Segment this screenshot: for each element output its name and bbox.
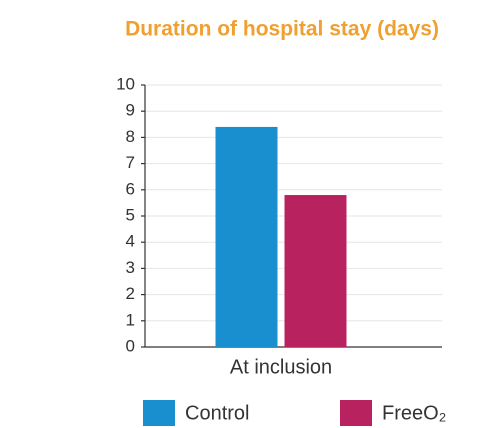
y-tick-label: 2 (126, 284, 135, 303)
y-tick-label: 3 (126, 258, 135, 277)
y-tick-label: 6 (126, 179, 135, 198)
legend-swatch (143, 400, 175, 426)
legend-swatch (340, 400, 372, 426)
y-tick-label: 8 (126, 127, 135, 146)
y-tick-label: 10 (116, 74, 135, 93)
y-tick-label: 7 (126, 153, 135, 172)
legend-label: Control (185, 402, 249, 424)
bar (215, 126, 278, 347)
y-tick-label: 9 (126, 101, 135, 120)
y-tick-label: 5 (126, 205, 135, 224)
y-tick-label: 1 (126, 310, 135, 329)
bar (284, 195, 347, 347)
y-tick-label: 0 (126, 336, 135, 355)
y-tick-label: 4 (126, 232, 135, 251)
x-tick-label: At inclusion (230, 356, 332, 378)
chart-title: Duration of hospital stay (days) (125, 18, 439, 41)
legend-label: FreeO₂ (382, 402, 446, 424)
